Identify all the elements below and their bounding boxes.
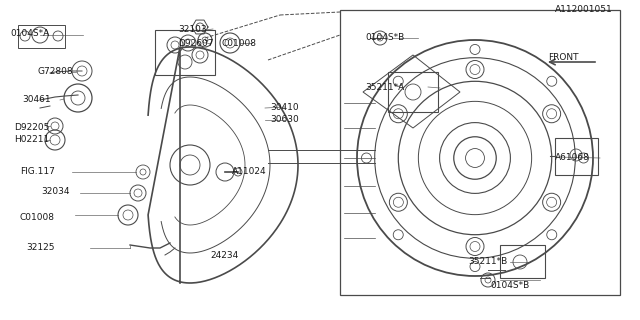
Text: 32125: 32125 <box>26 244 55 252</box>
Text: 35211*A: 35211*A <box>365 83 404 92</box>
Text: G72808: G72808 <box>38 68 74 76</box>
Text: 24234: 24234 <box>210 251 238 260</box>
Text: 30410: 30410 <box>270 102 299 111</box>
Text: H02211: H02211 <box>14 135 49 145</box>
Text: A112001051: A112001051 <box>555 5 612 14</box>
Text: A11024: A11024 <box>232 167 267 177</box>
Text: 35211*B: 35211*B <box>468 258 508 267</box>
Text: C01008: C01008 <box>20 213 55 222</box>
Text: 0104S*B: 0104S*B <box>365 34 404 43</box>
Text: FRONT: FRONT <box>548 53 579 62</box>
Text: 0104S*B: 0104S*B <box>490 281 529 290</box>
Text: 30630: 30630 <box>270 116 299 124</box>
Text: A61068: A61068 <box>555 154 590 163</box>
Text: D92607: D92607 <box>178 38 214 47</box>
Text: D92205: D92205 <box>14 123 49 132</box>
Text: 30461: 30461 <box>22 94 51 103</box>
Text: 0104S*A: 0104S*A <box>10 29 49 38</box>
Text: FIG.117: FIG.117 <box>20 167 55 177</box>
Text: 32103: 32103 <box>178 25 207 34</box>
Text: C01008: C01008 <box>222 38 257 47</box>
Text: 32034: 32034 <box>42 188 70 196</box>
